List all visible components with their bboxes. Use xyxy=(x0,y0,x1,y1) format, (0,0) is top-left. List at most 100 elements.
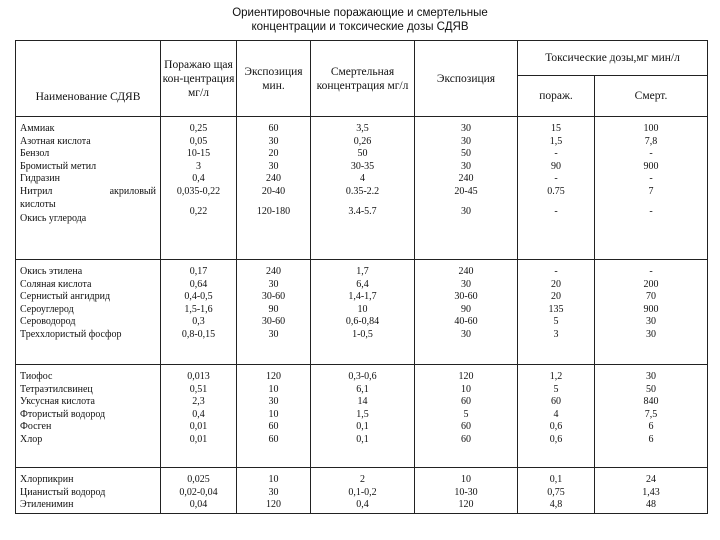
value-line: 30 xyxy=(268,160,279,172)
value-line: 0,6 xyxy=(549,433,563,445)
value-line: 90 xyxy=(551,160,561,172)
substance-name: Бромистый метил xyxy=(20,160,97,172)
cell-substance-names: Хлорпикрин Цианистый водород Этиленимин xyxy=(15,467,161,514)
value-line: 0,1 xyxy=(549,474,563,485)
value-line: 14 xyxy=(357,396,368,408)
value-line: 60 xyxy=(268,421,279,433)
cell-toxic-damaging: 0,1 0,75 4,8 xyxy=(517,467,595,514)
substance-name: Аммиак xyxy=(20,123,55,134)
value-line: 7 xyxy=(648,185,654,197)
cell-exposure-1: 10 30 120 xyxy=(236,467,311,514)
header-toxic-lethal: Смерт. xyxy=(593,75,709,117)
value-line: 2 xyxy=(360,474,365,485)
value-line: 40-60 xyxy=(454,316,478,328)
cell-damaging-concentration: 0,025 0,02-0,04 0,04 xyxy=(160,467,237,514)
substance-name: Тетраэтилсвинец xyxy=(20,383,93,395)
value-line: 30-35 xyxy=(350,160,375,172)
value-line: 1,5 xyxy=(356,408,369,420)
value-line: 30-60 xyxy=(261,291,286,303)
value-line: - xyxy=(554,173,558,185)
cell-exposure-2: 10 10-30 120 xyxy=(414,467,518,514)
cell-toxic-lethal: 30 50 840 7,5 6 6 xyxy=(593,364,709,468)
value-line: - xyxy=(554,205,558,217)
value-line: 20-40 xyxy=(261,185,286,197)
value-line: 20 xyxy=(268,148,279,160)
value-line: 0,05 xyxy=(189,135,208,147)
cell-substance-names: Окись этилена Соляная кислота Сернистый ан… xyxy=(15,259,161,365)
value-line: 4,8 xyxy=(549,499,563,511)
value-line: 0,3-0,6 xyxy=(348,371,377,382)
cell-toxic-damaging: -20 20 135 5 3 xyxy=(517,259,595,365)
value-line: 60 xyxy=(551,396,561,408)
value-line: 30 xyxy=(461,160,471,172)
table-body: Аммиак Азотная кислота Бензол Бромистый мет… xyxy=(15,116,709,514)
value-line: 0,17 xyxy=(189,266,208,277)
value-line xyxy=(518,199,594,206)
value-line: 20-45 xyxy=(454,185,478,197)
value-line: 30 xyxy=(461,123,471,134)
value-line: 120-180 xyxy=(256,205,291,217)
cell-lethal-concentration: 0,3-0,6 6,1 14 1,5 0,1 0,1 xyxy=(310,364,415,468)
header-lethal-concentration: Смертельная концентрация мг/л xyxy=(310,40,415,117)
cell-substance-names: Аммиак Азотная кислота Бензол Бромистый мет… xyxy=(15,116,161,260)
value-line: 3 xyxy=(553,328,559,340)
value-line: 5 xyxy=(553,383,559,395)
value-line: 10 xyxy=(357,303,368,315)
value-line: 30 xyxy=(646,316,656,328)
value-line: - xyxy=(554,148,558,160)
value-line: 70 xyxy=(646,291,656,303)
value-line: 30-60 xyxy=(261,316,286,328)
value-line: 30 xyxy=(268,278,279,290)
value-line: 0,22 xyxy=(189,205,208,217)
value-line: 840 xyxy=(643,396,659,408)
value-line: 30 xyxy=(268,328,279,340)
value-line: 240 xyxy=(266,173,281,185)
value-line: 0,1-0,2 xyxy=(348,486,377,498)
value-line: 24 xyxy=(646,474,656,485)
value-line: 240 xyxy=(458,266,474,277)
value-line: 0,6 xyxy=(549,421,563,433)
cell-exposure-2: 30 30 50 30 240 20-45 30 xyxy=(414,116,518,260)
title-line-1: Ориентировочные поражающие и смертельные xyxy=(232,7,488,19)
value-line: 1-0,5 xyxy=(352,328,373,340)
substance-name: Бензол xyxy=(20,148,50,160)
substance-name: Хлор xyxy=(20,433,43,445)
substance-name: Гидразин xyxy=(20,173,60,185)
cell-damaging-concentration: 0,25 0,05 10-15 3 0,4 0,035-0,22 0,22 xyxy=(160,116,237,260)
value-line: 0,51 xyxy=(189,383,208,395)
value-line: 0,04 xyxy=(189,499,208,511)
substance-name: Окись этилена xyxy=(20,266,83,277)
substance-name: Сероводород xyxy=(20,316,76,328)
value-line: 6,4 xyxy=(356,278,369,290)
table-row: Окись этилена Соляная кислота Сернистый ан… xyxy=(15,259,709,365)
value-line: 200 xyxy=(643,278,659,290)
value-line: 10 xyxy=(268,408,279,420)
substance-name: Этиленимин xyxy=(20,499,74,511)
value-line: 90 xyxy=(461,303,471,315)
value-line: 0,75 xyxy=(547,486,565,498)
value-line: 0,4 xyxy=(356,499,369,511)
value-line: 60 xyxy=(461,421,471,433)
cell-exposure-1: 120 10 30 10 60 60 xyxy=(236,364,311,468)
value-line: 0.35-2.2 xyxy=(345,185,380,197)
value-line: 15 xyxy=(551,123,561,134)
value-line: 1,5-1,6 xyxy=(184,303,213,315)
value-line: 30 xyxy=(268,135,279,147)
value-line: - xyxy=(649,205,653,217)
value-line: 0,02-0,04 xyxy=(179,486,218,498)
value-line: 6,1 xyxy=(356,383,369,395)
value-line: 1,7 xyxy=(356,266,369,277)
value-line: 30 xyxy=(461,328,471,340)
cell-exposure-2: 240 30 30-60 90 40-60 30 xyxy=(414,259,518,365)
cell-toxic-lethal: -200 70 900 30 30 xyxy=(593,259,709,365)
value-line xyxy=(415,199,517,206)
value-line: 10 xyxy=(461,474,471,485)
value-line: 0,4 xyxy=(192,408,205,420)
value-line: - xyxy=(649,148,653,160)
value-line: 10 xyxy=(268,383,279,395)
value-line: 5 xyxy=(463,408,469,420)
value-line: 10-15 xyxy=(186,148,211,160)
substance-name: Фтористый водород xyxy=(20,408,106,420)
value-line: 30 xyxy=(268,396,279,408)
value-line: 3 xyxy=(196,160,201,172)
